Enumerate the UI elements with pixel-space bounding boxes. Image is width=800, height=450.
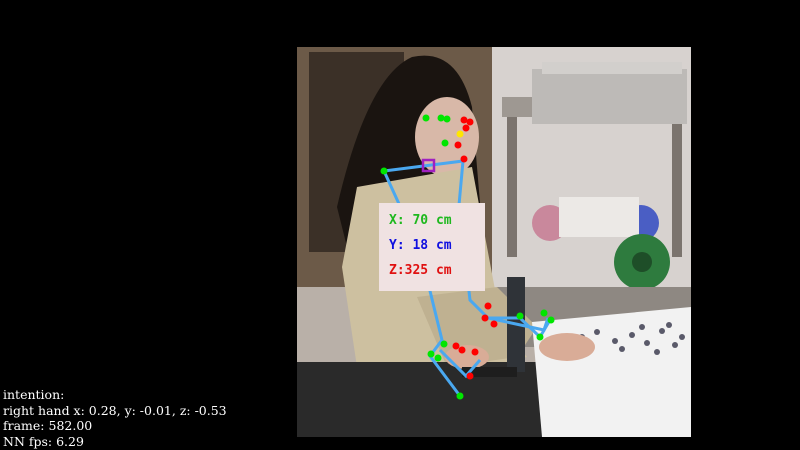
intention-label: intention: [3,387,65,402]
keypoint-red [481,314,489,322]
face-keypoints [422,114,474,149]
info-panel: intention: right hand x: 0.28, y: -0.01, … [3,387,227,449]
fps-readout: NN fps: 6.29 [3,433,84,449]
keypoint-red [454,141,462,149]
keypoint-green [456,392,464,400]
keypoint-green [516,312,524,320]
x-coordinate: X: 70 cm [389,213,452,228]
keypoint-red [466,372,474,380]
camera-feed [297,47,691,437]
keypoint-green [443,115,451,123]
z-coordinate: Z:325 cm [389,263,452,278]
keypoint-green [434,354,442,362]
right-hand-readout: right hand x: 0.28, y: -0.01, z: -0.53 [3,402,227,418]
keypoint-red [460,155,468,163]
keypoint-red [458,346,466,354]
keypoint-green [380,167,388,175]
keypoint-green [540,309,548,317]
y-coordinate: Y: 18 cm [389,238,452,253]
keypoint-green [437,114,445,122]
keypoint-red [462,124,470,132]
keypoint-red [471,348,479,356]
keypoint-green [427,350,435,358]
keypoint-red [452,342,460,350]
keypoint-yellow [456,130,464,138]
camera-image [297,47,691,437]
hand-line [488,316,552,340]
center-marker [421,158,436,173]
keypoint-green [441,139,449,147]
keypoint-red [490,320,498,328]
keypoint-red [484,302,492,310]
keypoint-green [422,114,430,122]
keypoint-green [536,333,544,341]
frame-counter: frame: 582.00 [3,418,93,433]
keypoint-green [547,316,555,324]
keypoint-red [466,118,474,126]
forearm-line [438,348,482,379]
body-keypoints [380,155,555,400]
coordinate-readout: X: 70 cm Y: 18 cm Z:325 cm [379,203,485,291]
keypoint-green [440,340,448,348]
keypoint-red [460,116,468,124]
